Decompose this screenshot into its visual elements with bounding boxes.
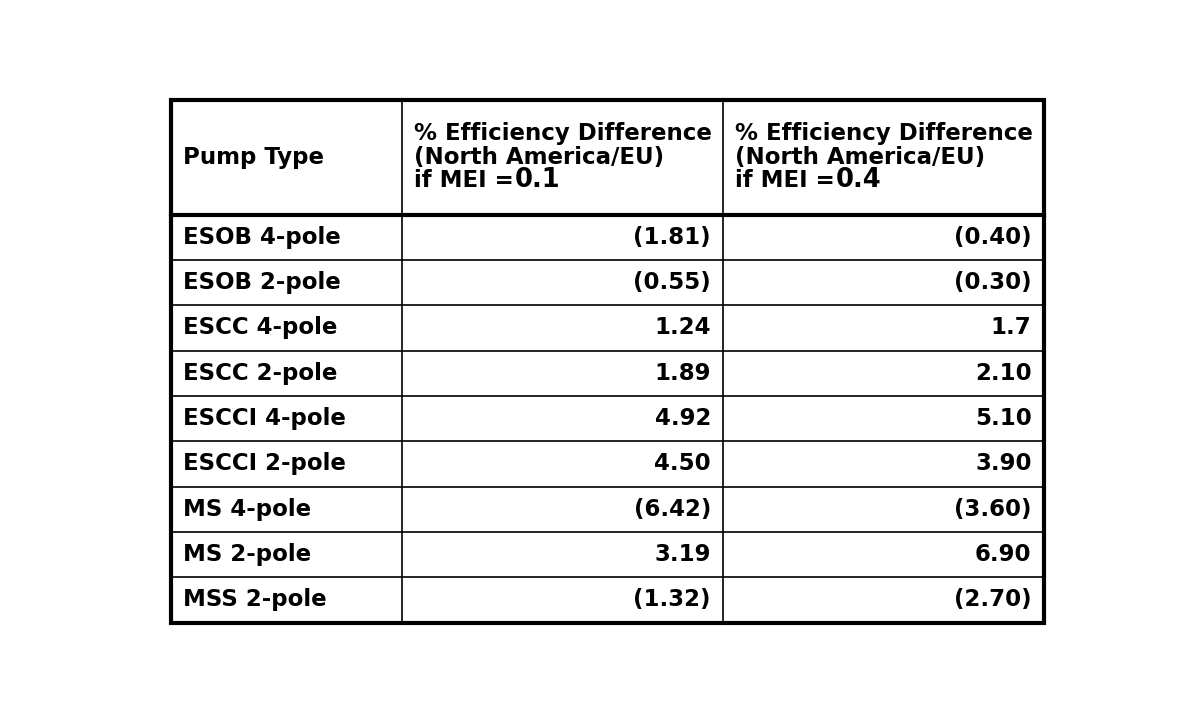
Text: (3.60): (3.60) [954, 498, 1032, 521]
Text: (0.30): (0.30) [954, 271, 1032, 294]
Text: MS 2-pole: MS 2-pole [182, 543, 312, 566]
Text: (6.42): (6.42) [634, 498, 711, 521]
Text: 3.19: 3.19 [654, 543, 711, 566]
Text: 2.10: 2.10 [975, 362, 1032, 385]
Text: (2.70): (2.70) [954, 588, 1032, 611]
Text: % Efficiency Difference: % Efficiency Difference [735, 122, 1032, 145]
Text: 3.90: 3.90 [975, 453, 1032, 475]
Text: MS 4-pole: MS 4-pole [182, 498, 312, 521]
Text: 1.89: 1.89 [654, 362, 711, 385]
Text: if MEI =: if MEI = [415, 169, 521, 192]
Text: ESCC 4-pole: ESCC 4-pole [182, 317, 338, 340]
Text: 5.10: 5.10 [975, 407, 1032, 430]
Text: 4.50: 4.50 [654, 453, 711, 475]
Text: (North America/EU): (North America/EU) [415, 146, 665, 169]
Text: if MEI =: if MEI = [735, 169, 843, 192]
Text: 0.4: 0.4 [835, 167, 882, 193]
Text: ESCCI 4-pole: ESCCI 4-pole [182, 407, 346, 430]
Text: ESOB 2-pole: ESOB 2-pole [182, 271, 341, 294]
Text: 6.90: 6.90 [975, 543, 1032, 566]
Text: ESOB 4-pole: ESOB 4-pole [182, 226, 341, 249]
Text: 1.7: 1.7 [991, 317, 1032, 340]
Text: Pump Type: Pump Type [182, 146, 324, 169]
Text: (0.55): (0.55) [633, 271, 711, 294]
Text: (0.40): (0.40) [954, 226, 1032, 249]
Text: (1.32): (1.32) [634, 588, 711, 611]
Text: 4.92: 4.92 [654, 407, 711, 430]
Text: ESCCI 2-pole: ESCCI 2-pole [182, 453, 346, 475]
Text: (North America/EU): (North America/EU) [735, 146, 985, 169]
Text: 1.24: 1.24 [654, 317, 711, 340]
Text: 0.1: 0.1 [515, 167, 561, 193]
Text: (1.81): (1.81) [633, 226, 711, 249]
Text: % Efficiency Difference: % Efficiency Difference [415, 122, 712, 145]
Text: ESCC 2-pole: ESCC 2-pole [182, 362, 338, 385]
Text: MSS 2-pole: MSS 2-pole [182, 588, 327, 611]
